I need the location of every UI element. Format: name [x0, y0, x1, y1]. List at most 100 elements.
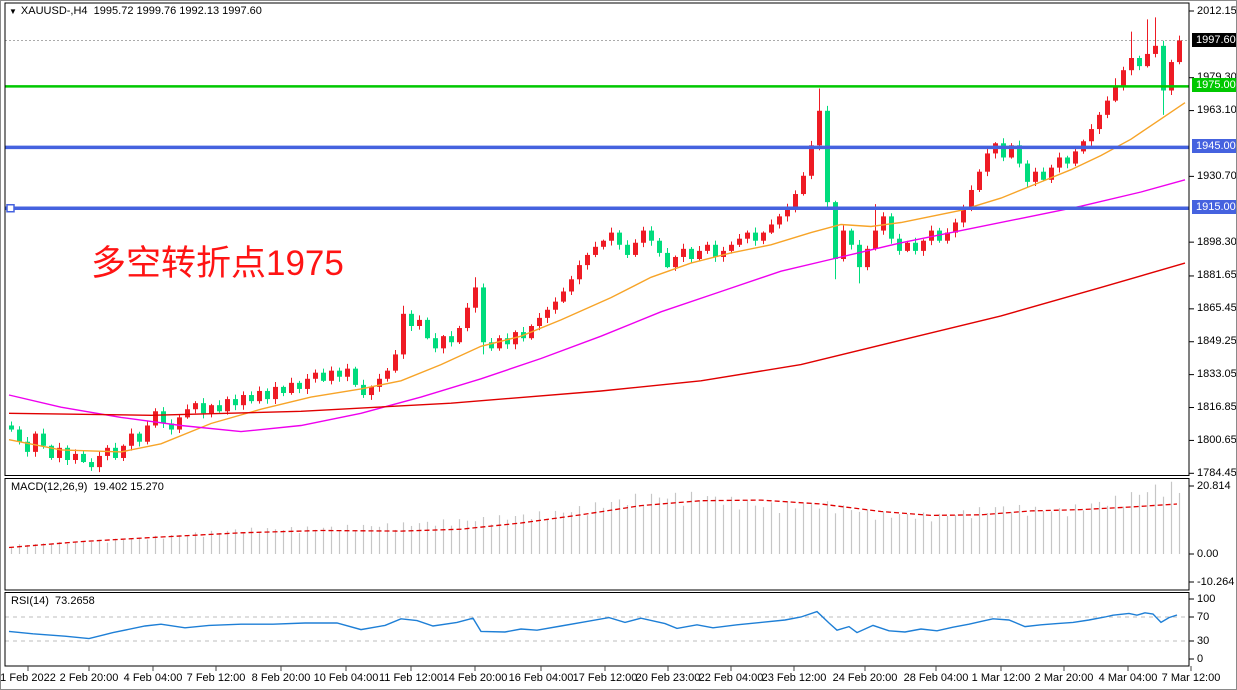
- candle-body: [353, 368, 358, 385]
- time-axis-label: 2 Feb 20:00: [59, 672, 119, 684]
- candle-body: [913, 242, 918, 251]
- candle-body: [201, 403, 206, 414]
- candle-body: [9, 425, 14, 430]
- candle-body: [497, 338, 502, 349]
- candle-body: [113, 447, 118, 458]
- candle-body: [929, 230, 934, 241]
- candle-body: [761, 232, 766, 241]
- price-tick-label: 1963.10: [1197, 104, 1237, 117]
- candle-body: [57, 447, 62, 458]
- candle-body: [25, 441, 30, 452]
- candle-body: [313, 372, 318, 379]
- price-level-label-1975.00[interactable]: 1975.00: [1192, 78, 1236, 93]
- candle-body: [65, 447, 70, 461]
- candle-body: [377, 378, 382, 387]
- candle-body: [161, 411, 166, 424]
- candle-body: [681, 248, 686, 257]
- candle-body: [737, 238, 742, 245]
- price-tick-label: 1784.45: [1197, 466, 1237, 479]
- candle-body: [753, 232, 758, 241]
- time-axis-label: 4 Mar 04:00: [1098, 672, 1158, 684]
- ma-slow-line: [8, 262, 1186, 417]
- candle-body: [337, 370, 342, 377]
- candle-body: [905, 242, 910, 251]
- candle-body: [33, 433, 38, 452]
- candle-body: [961, 208, 966, 223]
- candle-body: [833, 202, 838, 260]
- rsi-axis-label: 0: [1197, 652, 1204, 665]
- price-tick-label: 1881.65: [1197, 269, 1237, 282]
- candle-body: [281, 386, 286, 394]
- candle-body: [241, 395, 246, 406]
- candle-body: [697, 250, 702, 260]
- candle-body: [969, 189, 974, 209]
- candle-body: [1161, 45, 1166, 91]
- candle-body: [825, 110, 830, 203]
- candle-body: [329, 370, 334, 381]
- candle-body: [177, 417, 182, 430]
- macd-indicator-label: MACD(12,26,9) 19.402 15.270: [11, 481, 164, 493]
- time-axis-label: 2 Mar 20:00: [1034, 672, 1094, 684]
- candle-body: [1129, 58, 1134, 71]
- candle-body: [977, 171, 982, 190]
- hline-handle[interactable]: [6, 203, 15, 213]
- candle-body: [265, 390, 270, 400]
- price-tick-label: 1849.25: [1197, 335, 1237, 348]
- rsi-indicator-label: RSI(14) 73.2658: [11, 595, 95, 607]
- candle-body: [609, 232, 614, 241]
- rsi-axis-label: 70: [1197, 610, 1210, 623]
- candle-body: [545, 309, 550, 318]
- candle-body: [97, 455, 102, 468]
- time-axis-label: 10 Feb 04:00: [313, 672, 379, 684]
- annotation-text[interactable]: 多空转折点1975: [91, 244, 344, 283]
- candle-body: [489, 342, 494, 349]
- candle-body: [537, 317, 542, 327]
- macd-axis-label: 0.00: [1197, 547, 1219, 560]
- macd-axis-label: -10.264: [1197, 575, 1235, 588]
- time-axis-label: 7 Mar 12:00: [1161, 672, 1221, 684]
- candle-body: [569, 279, 574, 292]
- time-axis-label: 1 Feb 2022: [0, 672, 56, 684]
- candle-body: [505, 338, 510, 345]
- candle-body: [745, 232, 750, 239]
- time-axis-label: 1 Mar 12:00: [971, 672, 1031, 684]
- price-level-label-1915.00[interactable]: 1915.00: [1192, 200, 1236, 215]
- candle-body: [729, 244, 734, 251]
- chart-ohlc-values: 1995.72 1999.76 1992.13 1997.60: [93, 5, 262, 17]
- macd-values: 19.402 15.270: [93, 481, 164, 493]
- candle-body: [673, 256, 678, 268]
- price-tick-label: 1833.05: [1197, 368, 1237, 381]
- candle-body: [793, 194, 798, 209]
- candle-body: [137, 433, 142, 442]
- chart-title: ▼ XAUUSD-,H4 1995.72 1999.76 1992.13 1997…: [9, 5, 262, 17]
- time-axis-label: 8 Feb 20:00: [251, 672, 311, 684]
- candle-body: [649, 230, 654, 241]
- price-tick-label: 1865.45: [1197, 302, 1237, 315]
- candle-body: [1009, 145, 1014, 158]
- candle-body: [297, 382, 302, 389]
- candle-body: [457, 328, 462, 343]
- candle-body: [1049, 167, 1054, 180]
- time-axis-label: 20 Feb 23:00: [635, 672, 701, 684]
- time-axis-label: 4 Feb 04:00: [123, 672, 183, 684]
- candle-body: [289, 382, 294, 394]
- candle-body: [617, 232, 622, 245]
- macd-signal-line: [8, 499, 1178, 549]
- chevron-down-icon[interactable]: ▼: [9, 7, 17, 16]
- candle-body: [41, 433, 46, 446]
- candle-body: [657, 240, 662, 253]
- rsi-axis-label: 100: [1197, 592, 1216, 605]
- candle-body: [305, 378, 310, 389]
- candle-body: [257, 390, 262, 402]
- candle-body: [641, 230, 646, 243]
- macd-axis-label: 20.814: [1197, 479, 1231, 492]
- time-axis-label: 16 Feb 04:00: [508, 672, 574, 684]
- candle-body: [865, 248, 870, 268]
- price-level-label-1945.00[interactable]: 1945.00: [1192, 139, 1236, 154]
- current-price-label: 1997.60: [1192, 32, 1236, 47]
- candle-body: [193, 403, 198, 410]
- candle-body: [921, 240, 926, 251]
- candle-body: [1001, 143, 1006, 158]
- candle-body: [801, 175, 806, 195]
